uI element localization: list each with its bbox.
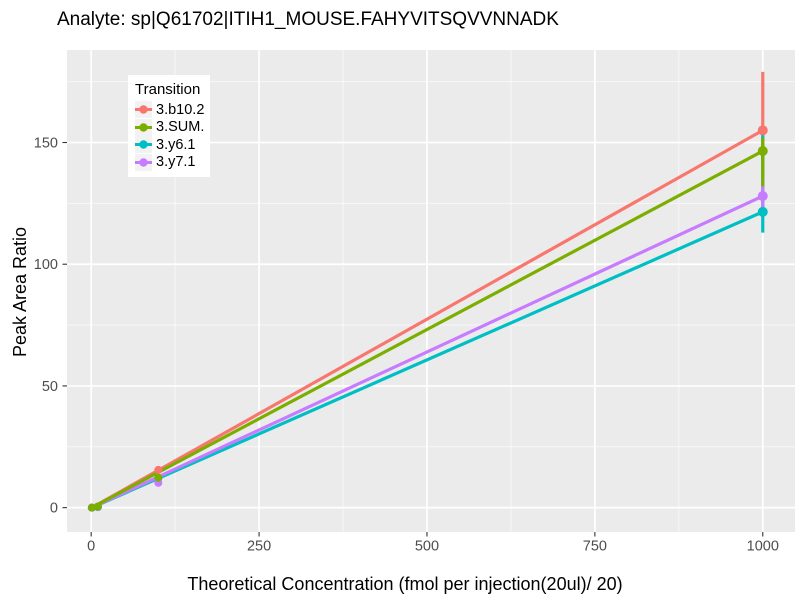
- data-point: [154, 465, 163, 474]
- legend-item: 3.SUM.: [135, 118, 210, 137]
- legend-item-label: 3.y7.1: [156, 154, 196, 171]
- y-axis-title: Peak Area Ratio: [10, 226, 30, 358]
- legend-item-label: 3.y6.1: [156, 136, 196, 153]
- x-tick-label: 500: [415, 539, 439, 555]
- y-tick-label: 150: [34, 136, 58, 152]
- data-point: [757, 206, 768, 217]
- y-tick-label: 50: [42, 379, 58, 395]
- series-line: [91, 210, 764, 510]
- data-point: [757, 191, 768, 202]
- x-tick-label: 1000: [747, 539, 779, 555]
- legend-item-label: 3.b10.2: [156, 101, 205, 118]
- x-tick-label: 250: [247, 539, 271, 555]
- legend-title: Transition: [135, 81, 201, 98]
- legend-key-pointline-icon: [135, 101, 152, 119]
- data-point: [93, 502, 102, 511]
- y-tick-label: 0: [50, 501, 58, 517]
- series-line: [91, 194, 764, 510]
- legend-item: 3.y7.1: [135, 153, 210, 172]
- x-tick-label: 750: [583, 539, 607, 555]
- legend-item: 3.y6.1: [135, 136, 210, 154]
- data-point: [757, 125, 768, 136]
- x-tick-label: 0: [87, 539, 95, 555]
- data-point: [757, 146, 768, 157]
- y-tick-label: 100: [34, 257, 58, 273]
- series-line: [91, 149, 764, 510]
- series-line: [91, 128, 764, 510]
- data-point: [87, 503, 96, 512]
- legend-key-pointline-icon: [135, 153, 152, 171]
- data-point: [154, 473, 163, 482]
- x-axis-title: Theoretical Concentration (fmol per inje…: [187, 574, 623, 594]
- plot-title: Analyte: sp|Q61702|ITIH1_MOUSE.FAHYVITSQ…: [57, 9, 559, 30]
- legend-item: 3.b10.2: [135, 101, 210, 119]
- legend: Transition 3.b10.2 3.SUM. 3.y6.1 3.y7.1: [128, 75, 210, 177]
- legend-key-pointline-icon: [135, 118, 152, 136]
- legend-item-label: 3.SUM.: [156, 119, 205, 136]
- legend-key-pointline-icon: [135, 136, 152, 154]
